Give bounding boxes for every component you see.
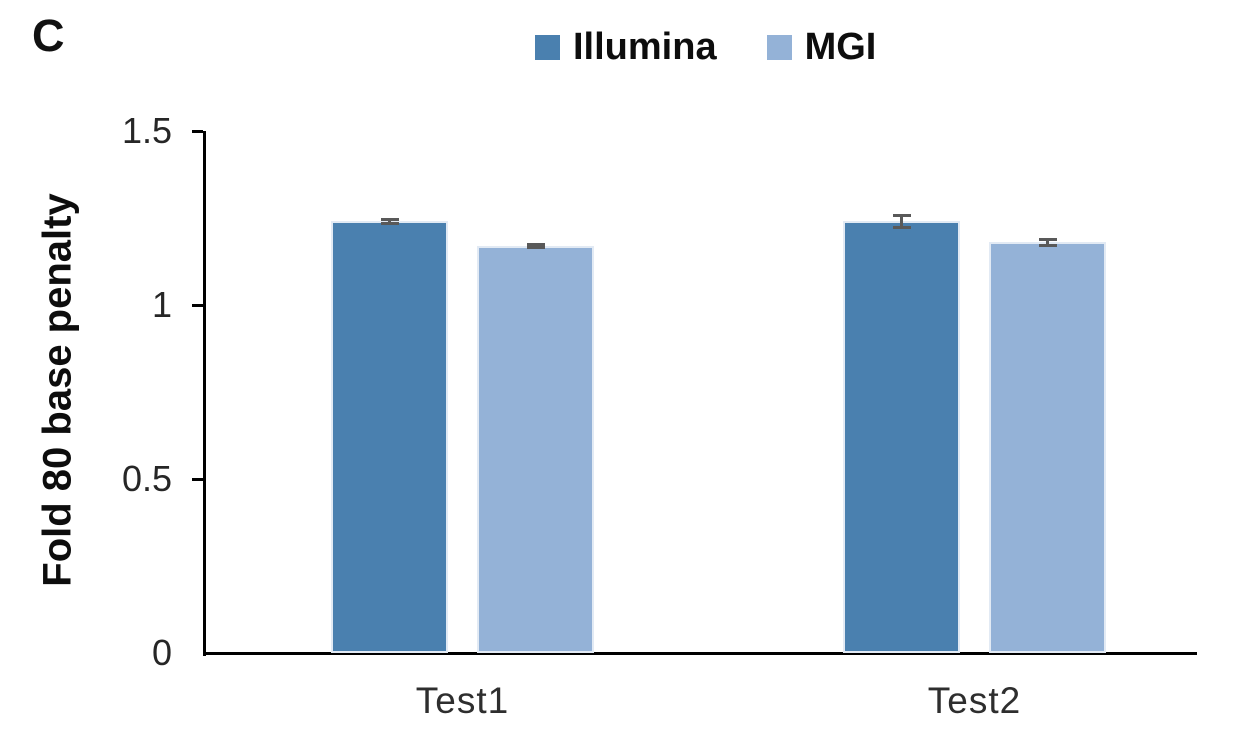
error-bar-whisker [1046,239,1049,246]
error-bar-whisker [388,219,391,224]
x-category-label-test2: Test2 [927,680,1022,721]
bar-illumina-test1 [331,221,448,653]
y-axis-line [203,131,206,656]
error-bar-cap-bottom [1038,243,1057,247]
panel-label: C [32,10,65,61]
error-bar-cap-top [380,218,399,222]
bar-illumina-test2 [843,221,960,653]
y-axis-tick [192,129,203,133]
mgi-swatch-icon [766,34,792,60]
y-tick-label: 1 [151,284,172,325]
x-category-label-test1: Test1 [415,680,510,721]
y-axis-tick [192,303,203,307]
legend-label-mgi: MGI [804,26,877,68]
y-tick-label: 0.5 [121,458,172,499]
legend: Illumina MGI [535,28,876,66]
legend-item-illumina: Illumina [535,28,717,66]
error-bar-cap-top [526,242,545,246]
y-tick-label: 0 [151,632,172,673]
error-bar-whisker [900,215,903,228]
error-bar-cap-top [1038,237,1057,241]
error-bar-cap-bottom [892,225,911,229]
y-axis-tick [192,477,203,481]
y-tick-label: 1.5 [121,110,172,151]
legend-label-illumina: Illumina [573,26,717,68]
error-bar-cap-top [892,214,911,218]
bar-mgi-test1 [477,245,594,653]
illumina-swatch-icon [535,34,560,60]
error-bar-cap-bottom [380,221,399,225]
x-axis-line [203,652,1197,655]
error-bar-cap-bottom [526,246,545,250]
legend-item-mgi: MGI [766,26,877,68]
error-bar-whisker [534,244,537,248]
bar-mgi-test2 [989,242,1106,653]
